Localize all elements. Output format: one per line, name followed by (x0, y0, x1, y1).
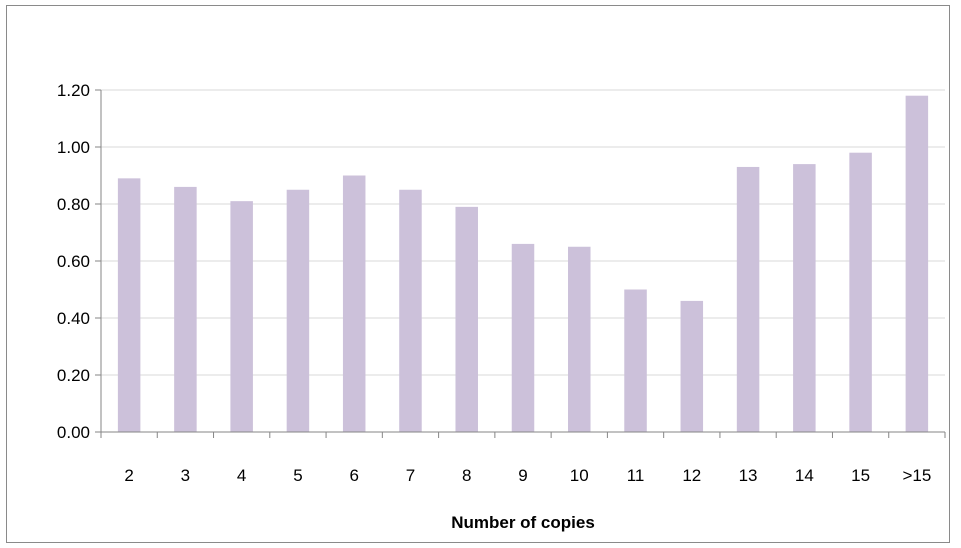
bar (230, 201, 253, 432)
x-tick-label: 4 (237, 466, 246, 485)
x-tick-label: 5 (293, 466, 302, 485)
x-tick-label: 15 (851, 466, 870, 485)
y-tick-label: 1.20 (57, 81, 90, 100)
bar (399, 189, 422, 432)
bar (680, 300, 704, 432)
y-tick-label: 0.80 (57, 195, 90, 214)
axes (95, 89, 946, 438)
bar (117, 178, 141, 432)
x-tick-label: 9 (518, 466, 527, 485)
bars (117, 95, 929, 432)
y-tick-label: 0.60 (57, 252, 90, 271)
x-tick-label: 7 (406, 466, 415, 485)
y-tick-label: 1.00 (57, 138, 90, 157)
x-tick-label: 6 (349, 466, 358, 485)
x-tick-label: >15 (902, 466, 931, 485)
x-tick-label: 10 (570, 466, 589, 485)
tick-labels: 0.00 0.20 0.40 0.60 0.80 1.00 1.20 2 3 4 5 6 7 8 9 10 11… (57, 81, 931, 485)
bar (286, 189, 310, 432)
bar (455, 206, 478, 432)
bar (736, 166, 760, 432)
bar (511, 243, 535, 432)
bar (905, 95, 929, 432)
bar (174, 186, 197, 432)
y-tick-label: 0.40 (57, 309, 90, 328)
x-tick-label: 14 (795, 466, 814, 485)
x-tick-label: 11 (627, 466, 645, 485)
bar (849, 152, 872, 432)
x-tick-label: 13 (739, 466, 758, 485)
x-tick-label: 8 (462, 466, 471, 485)
x-axis-title: Number of copies (451, 513, 595, 532)
bar (342, 175, 366, 432)
x-tick-label: 12 (682, 466, 701, 485)
y-tick-label: 0.00 (57, 423, 90, 442)
bar (568, 246, 591, 432)
bar (624, 289, 647, 432)
y-tick-label: 0.20 (57, 366, 90, 385)
bar (793, 164, 816, 432)
x-tick-label: 2 (124, 466, 133, 485)
x-tick-label: 3 (181, 466, 190, 485)
chart-frame (6, 5, 950, 543)
